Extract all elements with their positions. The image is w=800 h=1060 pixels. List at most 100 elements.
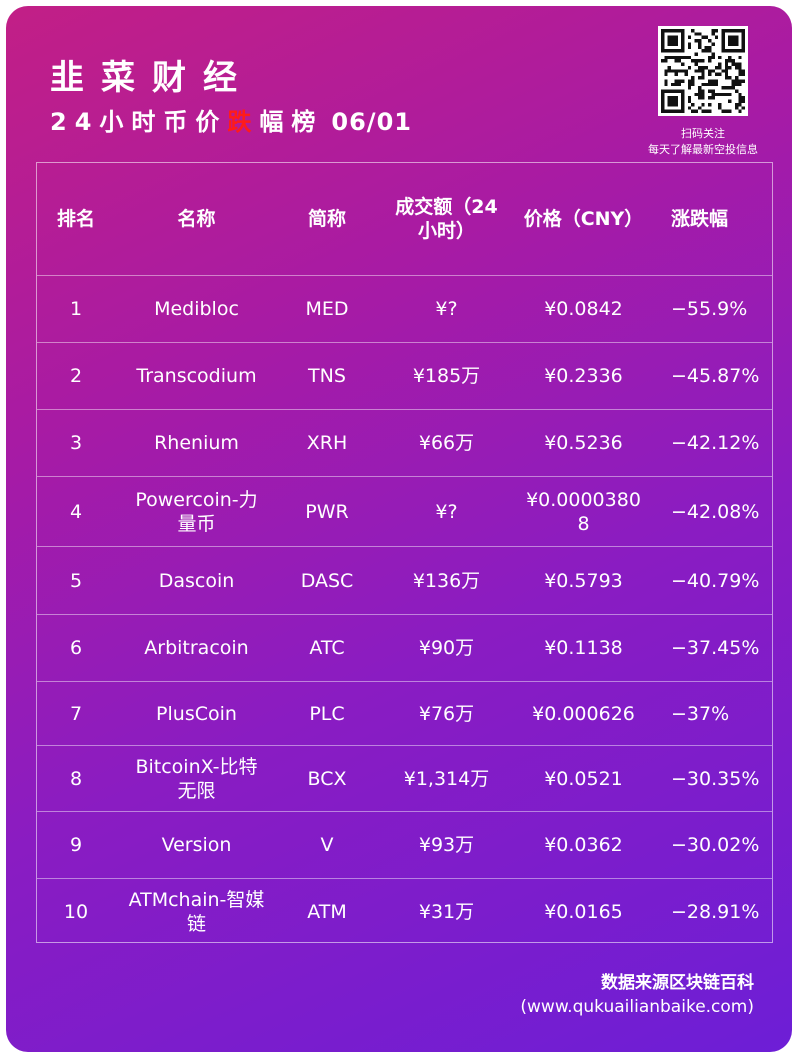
- symbol-cell: PWR: [278, 477, 376, 546]
- volume-cell: ¥185万: [376, 343, 517, 409]
- change-cell-text: −30.35%: [671, 767, 760, 790]
- name-cell: Transcodium: [115, 343, 278, 409]
- rank-cell-text: 10: [63, 900, 89, 923]
- volume-cell-text: ¥66万: [418, 432, 475, 454]
- change-cell: −28.91%: [650, 879, 772, 944]
- rank-cell: 1: [37, 276, 115, 342]
- rank-cell-text: 7: [69, 702, 83, 725]
- page-title: 韭菜财经: [50, 58, 254, 98]
- name-cell: Arbitracoin: [115, 615, 278, 681]
- change-cell: −42.08%: [650, 477, 772, 546]
- table-row: 6 Arbitracoin ATC ¥90万 ¥0.1138 −37.45%: [37, 615, 772, 682]
- name-cell-text: Version: [161, 834, 232, 856]
- col-header-change: 涨跌幅: [671, 208, 729, 230]
- change-cell-text: −30.02%: [671, 834, 760, 856]
- price-cell-text: ¥0.5236: [544, 432, 623, 454]
- price-cell: ¥0.0362: [517, 812, 650, 878]
- name-cell-text: Medibloc: [154, 298, 239, 320]
- table-row: 4 Powercoin-力量币 PWR ¥? ¥0.00003808 −42.08%: [37, 477, 772, 547]
- ranking-card: 韭菜财经 24小时币价跌幅榜 06/01 扫码关注 每天了解最新空投信息 排名 名…: [6, 6, 792, 1052]
- rank-cell-text: 8: [69, 767, 83, 790]
- price-cell-text: ¥0.0521: [544, 767, 623, 790]
- table-header-row: 排名 名称 简称 成交额（24小时） 价格（CNY） 涨跌幅: [37, 163, 772, 276]
- volume-cell: ¥1,314万: [376, 746, 517, 811]
- price-cell-text: ¥0.000626: [532, 702, 635, 725]
- change-cell-text: −45.87%: [671, 365, 760, 387]
- data-source-label: 数据来源区块链百科: [601, 973, 754, 993]
- rank-cell: 6: [37, 615, 115, 681]
- change-cell: −37.45%: [650, 615, 772, 681]
- name-cell-text: Dascoin: [158, 569, 235, 592]
- price-cell: ¥0.00003808: [517, 477, 650, 546]
- symbol-cell: PLC: [278, 682, 376, 745]
- name-cell: Dascoin: [115, 547, 278, 614]
- subtitle-highlight: 跌: [227, 108, 260, 136]
- rank-cell-text: 6: [69, 637, 83, 659]
- name-cell-text: BitcoinX-比特无限: [135, 755, 258, 802]
- name-cell: Rhenium: [115, 410, 278, 476]
- qr-caption-line1: 扫码关注: [681, 127, 725, 140]
- symbol-cell: MED: [278, 276, 376, 342]
- volume-cell: ¥?: [376, 276, 517, 342]
- name-cell-text: ATMchain-智媒链: [128, 888, 265, 935]
- table-row: 10 ATMchain-智媒链 ATM ¥31万 ¥0.0165 −28.91%: [37, 879, 772, 944]
- col-header-price: 价格（CNY）: [523, 208, 644, 230]
- volume-cell-text: ¥?: [435, 298, 458, 320]
- volume-cell-text: ¥136万: [412, 569, 481, 592]
- volume-cell-text: ¥185万: [412, 365, 481, 387]
- volume-cell-text: ¥76万: [418, 702, 475, 725]
- price-cell: ¥0.0842: [517, 276, 650, 342]
- price-cell: ¥0.2336: [517, 343, 650, 409]
- name-cell-text: Arbitracoin: [144, 637, 249, 659]
- col-header-rank: 排名: [56, 208, 95, 230]
- rank-cell: 2: [37, 343, 115, 409]
- name-cell: ATMchain-智媒链: [115, 879, 278, 944]
- price-cell: ¥0.5793: [517, 547, 650, 614]
- rank-cell-text: 9: [69, 834, 83, 856]
- name-cell-text: Transcodium: [136, 365, 257, 387]
- price-cell-text: ¥0.2336: [544, 365, 623, 387]
- symbol-cell-text: DASC: [300, 569, 354, 592]
- symbol-cell: XRH: [278, 410, 376, 476]
- volume-cell: ¥76万: [376, 682, 517, 745]
- name-cell: PlusCoin: [115, 682, 278, 745]
- symbol-cell-text: TNS: [308, 365, 346, 387]
- volume-cell: ¥?: [376, 477, 517, 546]
- symbol-cell-text: ATM: [307, 900, 347, 923]
- price-cell-text: ¥0.00003808: [526, 488, 641, 535]
- volume-cell: ¥93万: [376, 812, 517, 878]
- col-header-symbol: 简称: [307, 208, 346, 230]
- volume-cell-text: ¥93万: [418, 834, 475, 856]
- subtitle-text: 24小时币价: [50, 108, 228, 136]
- price-cell: ¥0.0165: [517, 879, 650, 944]
- name-cell-text: Rhenium: [154, 432, 239, 454]
- symbol-cell: V: [278, 812, 376, 878]
- volume-cell: ¥90万: [376, 615, 517, 681]
- volume-cell-text: ¥?: [435, 500, 458, 523]
- volume-cell: ¥31万: [376, 879, 517, 944]
- volume-cell-text: ¥31万: [418, 900, 475, 923]
- name-cell-text: PlusCoin: [156, 702, 237, 725]
- symbol-cell-text: XRH: [306, 432, 348, 454]
- col-header-name: 名称: [177, 208, 216, 230]
- qr-caption: 扫码关注 每天了解最新空投信息: [618, 126, 788, 158]
- page-subtitle: 24小时币价跌幅榜 06/01: [50, 102, 412, 137]
- price-cell-text: ¥0.5793: [544, 569, 623, 592]
- change-cell-text: −37%: [671, 702, 730, 725]
- change-cell-text: −37.45%: [671, 637, 760, 659]
- ranking-table: 排名 名称 简称 成交额（24小时） 价格（CNY） 涨跌幅 1 Medibloc…: [36, 162, 773, 943]
- change-cell: −37%: [650, 682, 772, 745]
- rank-cell-text: 2: [69, 365, 83, 387]
- table-row: 8 BitcoinX-比特无限 BCX ¥1,314万 ¥0.0521 −30.35%: [37, 746, 772, 812]
- rank-cell-text: 3: [69, 432, 83, 454]
- volume-cell: ¥66万: [376, 410, 517, 476]
- rank-cell: 5: [37, 547, 115, 614]
- price-cell: ¥0.0521: [517, 746, 650, 811]
- symbol-cell-text: V: [320, 834, 334, 856]
- qr-caption-line2: 每天了解最新空投信息: [648, 143, 758, 156]
- symbol-cell: DASC: [278, 547, 376, 614]
- name-cell: Medibloc: [115, 276, 278, 342]
- price-cell: ¥0.000626: [517, 682, 650, 745]
- symbol-cell-text: BCX: [307, 767, 347, 790]
- rank-cell: 4: [37, 477, 115, 546]
